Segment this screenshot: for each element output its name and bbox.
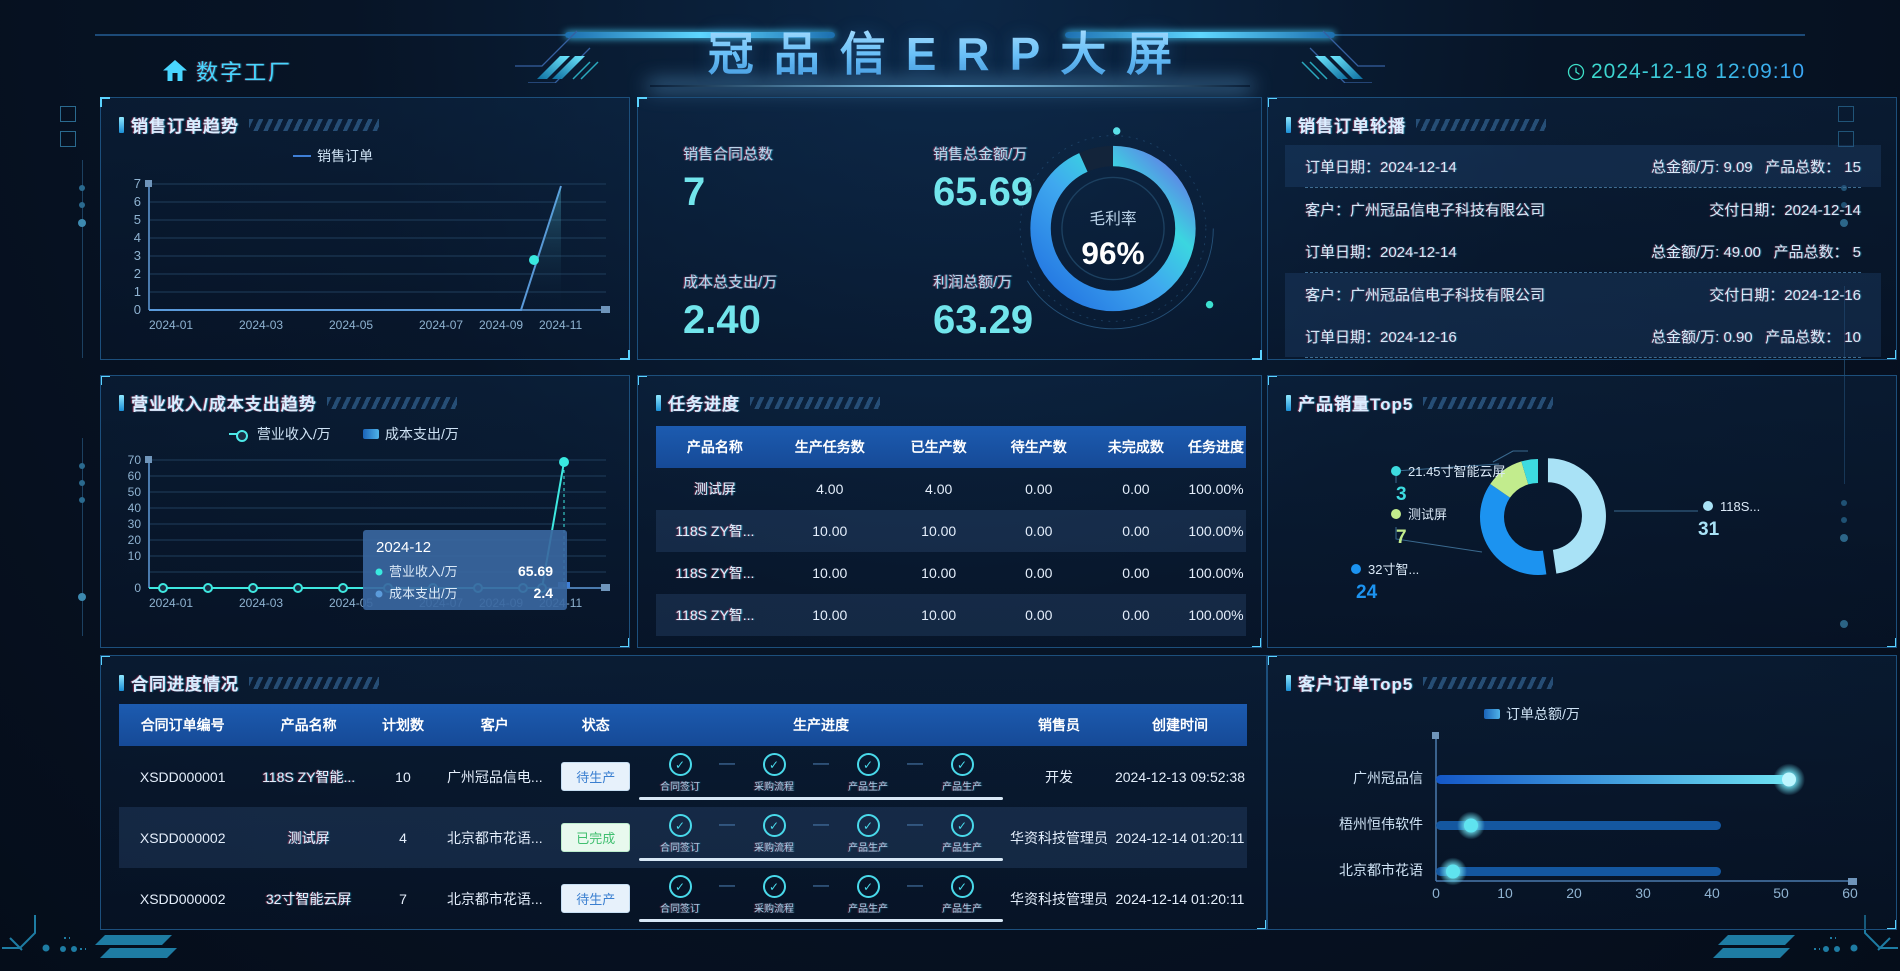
svg-text:2024-01: 2024-01 (149, 318, 193, 332)
svg-text:21.45寸智能云屏: 21.45寸智能云屏 (1408, 464, 1506, 479)
svg-text:成本支出/万: 成本支出/万 (389, 586, 458, 601)
svg-text:测试屏: 测试屏 (1408, 507, 1447, 522)
svg-text:40: 40 (128, 501, 142, 515)
svg-text:32寸智...: 32寸智... (1368, 562, 1419, 577)
svg-text:2024-09: 2024-09 (479, 318, 523, 332)
svg-text:4: 4 (134, 230, 141, 245)
svg-text:20: 20 (128, 533, 142, 547)
svg-text:7: 7 (134, 176, 141, 191)
svg-text:2024-03: 2024-03 (239, 596, 283, 610)
svg-text:广州冠品信: 广州冠品信 (1353, 770, 1423, 786)
svg-text:6: 6 (134, 194, 141, 209)
svg-text:2024-11: 2024-11 (539, 318, 582, 332)
svg-text:60: 60 (128, 469, 142, 483)
svg-text:2024-05: 2024-05 (329, 318, 373, 332)
svg-text:30: 30 (128, 517, 142, 531)
svg-text:毛利率: 毛利率 (1089, 210, 1136, 228)
svg-text:31: 31 (1698, 519, 1720, 540)
svg-text:梧州恒伟软件: 梧州恒伟软件 (1339, 816, 1423, 832)
svg-text:营业收入/万: 营业收入/万 (389, 564, 458, 579)
svg-text:2.4: 2.4 (534, 585, 554, 601)
svg-text:20: 20 (1566, 885, 1582, 901)
svg-text:2024-03: 2024-03 (239, 318, 283, 332)
svg-text:40: 40 (1704, 885, 1720, 901)
svg-text:2024-01: 2024-01 (149, 596, 193, 610)
svg-text:24: 24 (1356, 582, 1378, 603)
svg-text:60: 60 (1842, 885, 1858, 901)
svg-text:30: 30 (1635, 885, 1651, 901)
svg-text:3: 3 (1396, 484, 1407, 505)
svg-text:10: 10 (128, 549, 142, 563)
svg-text:2: 2 (134, 266, 141, 281)
svg-text:0: 0 (134, 302, 141, 317)
svg-text:70: 70 (128, 453, 142, 467)
svg-text:65.69: 65.69 (518, 563, 553, 579)
svg-text:50: 50 (1773, 885, 1789, 901)
svg-text:2024-07: 2024-07 (419, 318, 463, 332)
svg-text:10: 10 (1497, 885, 1513, 901)
svg-text:0: 0 (134, 581, 141, 595)
svg-text:118S...: 118S... (1720, 499, 1760, 514)
svg-text:北京都市花语: 北京都市花语 (1339, 862, 1423, 878)
svg-text:1: 1 (134, 284, 141, 299)
svg-text:96%: 96% (1081, 235, 1144, 271)
svg-text:7: 7 (1396, 527, 1407, 548)
svg-text:0: 0 (1432, 885, 1440, 901)
svg-text:50: 50 (128, 485, 142, 499)
svg-text:2024-12: 2024-12 (376, 539, 431, 556)
svg-text:5: 5 (134, 212, 141, 227)
svg-text:3: 3 (134, 248, 141, 263)
